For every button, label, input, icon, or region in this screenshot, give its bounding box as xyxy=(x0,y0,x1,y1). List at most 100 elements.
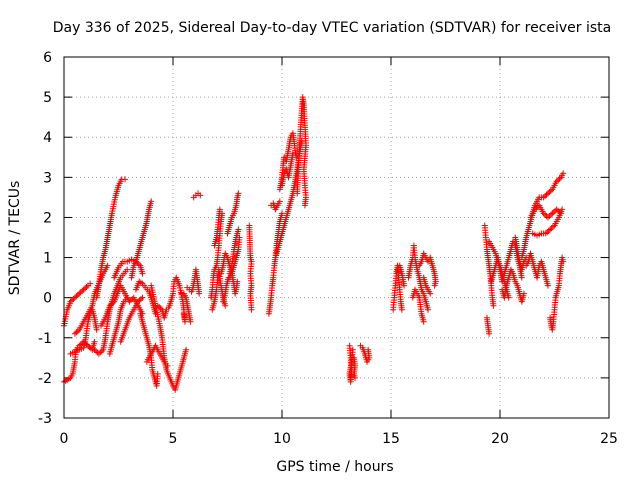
data-track-markers xyxy=(212,208,223,247)
x-axis-label: GPS time / hours xyxy=(276,459,393,475)
data-point xyxy=(549,210,556,217)
plot-frame xyxy=(63,56,610,419)
data-track-markers xyxy=(118,296,144,343)
data-series-t10 xyxy=(117,294,146,345)
y-tick-label: 0 xyxy=(43,291,52,307)
data-series-t1 xyxy=(61,280,94,329)
data-track-markers xyxy=(148,284,189,391)
data-point xyxy=(154,302,161,309)
chart-title: Day 336 of 2025, Sidereal Day-to-day VTE… xyxy=(53,20,611,36)
data-series-t36 xyxy=(350,354,359,381)
data-series-t19 xyxy=(189,266,203,297)
x-tick-label: 10 xyxy=(273,431,291,447)
data-series-t39 xyxy=(394,262,408,289)
x-tick-label: 5 xyxy=(169,431,178,447)
data-series-t49 xyxy=(512,234,530,273)
y-tick-label: -1 xyxy=(38,331,52,347)
x-tick-label: 20 xyxy=(491,431,509,447)
data-track-markers xyxy=(351,356,358,379)
data-track-markers xyxy=(271,200,282,211)
data-track-markers xyxy=(279,152,296,187)
data-point xyxy=(547,226,554,233)
x-tick-label: 0 xyxy=(60,431,69,447)
data-track-markers xyxy=(190,268,202,295)
y-tick-label: -2 xyxy=(38,371,52,387)
y-tick-label: 4 xyxy=(43,130,52,146)
data-series-t8 xyxy=(106,294,131,357)
data-point xyxy=(95,350,102,357)
data-series-t11 xyxy=(128,198,155,281)
data-track-markers xyxy=(484,316,492,335)
data-series-t13 xyxy=(137,310,161,389)
y-tick-label: 2 xyxy=(43,210,52,226)
data-series-t26 xyxy=(224,190,242,237)
data-track-markers xyxy=(294,96,309,207)
data-series-t6 xyxy=(91,266,131,357)
data-series-t33 xyxy=(279,150,296,189)
data-series-t43 xyxy=(420,274,434,297)
grid-lines xyxy=(64,57,609,418)
data-series-t5 xyxy=(93,176,129,301)
data-track-markers xyxy=(524,252,551,287)
y-tick-label: 6 xyxy=(43,50,52,66)
data-track-markers xyxy=(499,268,527,303)
data-track-markers xyxy=(112,257,145,279)
data-series-t37 xyxy=(357,342,373,365)
data-track-markers xyxy=(512,236,529,271)
data-series-t28 xyxy=(246,222,255,313)
data-track-markers xyxy=(417,252,439,287)
data-track-markers xyxy=(246,224,255,311)
data-series-t23 xyxy=(211,206,223,249)
data-track-markers xyxy=(227,228,241,275)
data-point xyxy=(553,206,560,213)
data-series-t50 xyxy=(518,170,567,261)
data-points xyxy=(61,94,567,393)
data-track-markers xyxy=(410,288,427,323)
data-series-t20 xyxy=(190,190,204,201)
data-series-t45 xyxy=(483,314,493,337)
x-tick-label: 15 xyxy=(382,431,400,447)
data-track-markers xyxy=(107,296,129,355)
data-track-markers xyxy=(94,178,124,299)
data-track-markers xyxy=(421,276,433,295)
y-tick-label: 5 xyxy=(43,90,52,106)
x-tick-label: 25 xyxy=(600,431,618,447)
data-track-markers xyxy=(395,264,407,287)
y-tick-label: -3 xyxy=(38,411,52,427)
data-series-t52 xyxy=(527,202,565,221)
data-track-markers xyxy=(360,346,372,363)
data-point xyxy=(197,192,204,199)
data-series-t48 xyxy=(499,266,527,305)
data-track-markers xyxy=(137,312,161,387)
data-track-markers xyxy=(405,244,431,311)
data-point xyxy=(544,214,551,221)
data-point xyxy=(558,210,565,217)
y-tick-label: 3 xyxy=(43,170,52,186)
data-series-t22 xyxy=(209,266,229,313)
data-series-t42 xyxy=(416,250,439,289)
data-point xyxy=(87,280,94,287)
data-point xyxy=(91,346,98,353)
data-track-markers xyxy=(128,200,154,279)
data-series-t53 xyxy=(523,250,551,289)
data-series-t17 xyxy=(178,290,194,325)
data-series-t41 xyxy=(409,286,427,325)
data-point xyxy=(139,294,146,301)
data-point xyxy=(544,190,551,197)
data-track-markers xyxy=(182,292,194,323)
data-series-t27 xyxy=(226,226,242,277)
data-series-t54 xyxy=(547,254,567,333)
data-point xyxy=(76,290,83,297)
data-track-markers xyxy=(225,192,241,235)
data-track-markers xyxy=(482,224,497,307)
data-series-t34 xyxy=(294,94,309,209)
y-axis-label: SDTVAR / TECUs xyxy=(7,181,23,296)
data-point xyxy=(122,176,129,183)
data-series-t30 xyxy=(268,198,283,213)
data-track-markers xyxy=(528,203,563,220)
y-tick-label: 1 xyxy=(43,251,52,267)
data-series-t16 xyxy=(154,274,188,325)
